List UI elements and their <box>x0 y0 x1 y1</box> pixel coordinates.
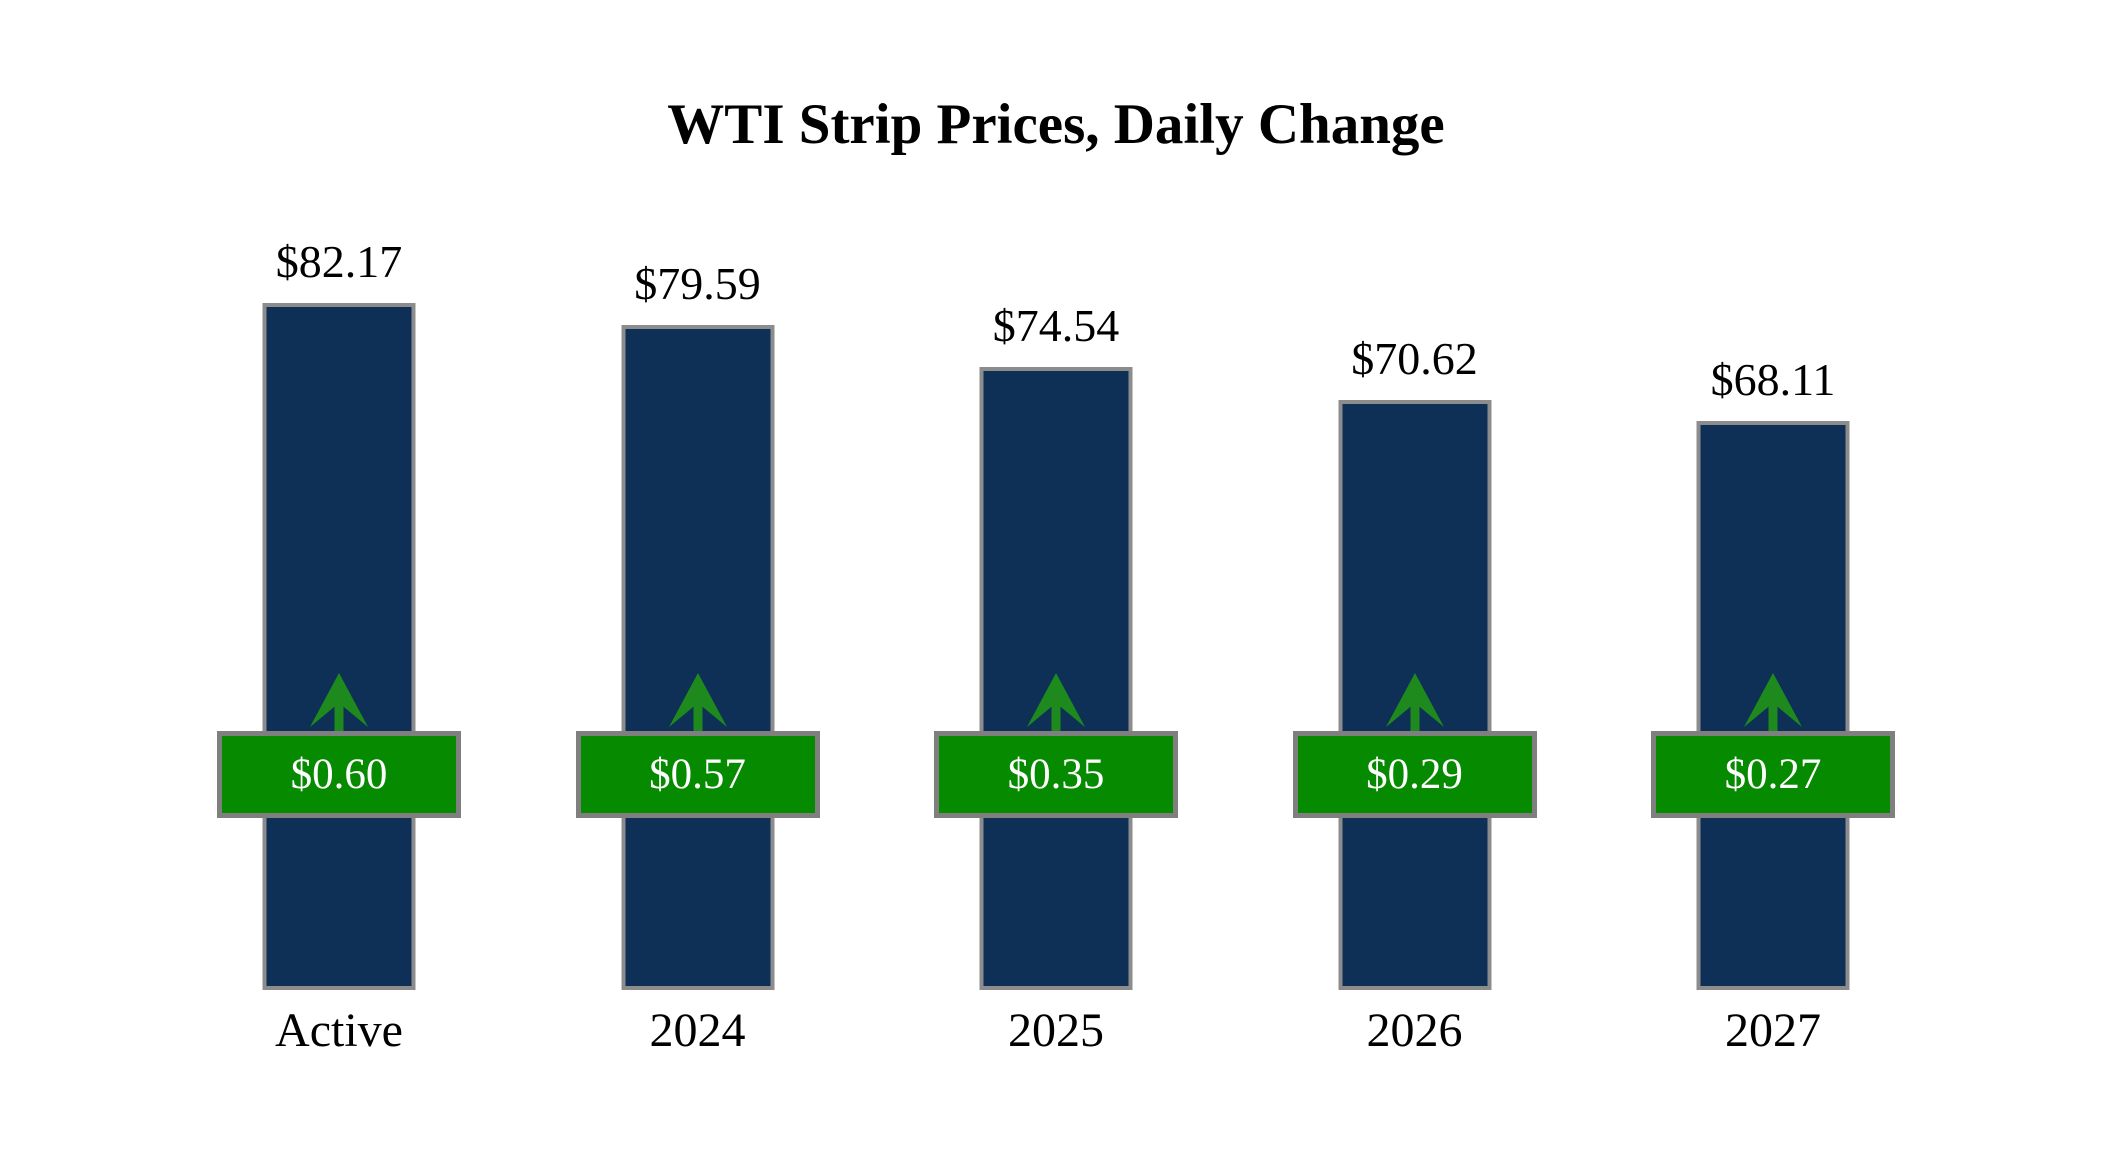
bar-value-label: $82.17 <box>275 236 403 287</box>
bar <box>262 303 416 990</box>
category-label: 2027 <box>1725 1004 1821 1057</box>
bar <box>979 366 1133 990</box>
daily-change-value: $0.60 <box>290 751 388 798</box>
daily-change-badge: $0.29 <box>1292 731 1537 818</box>
daily-change-badge: $0.27 <box>1651 731 1895 818</box>
daily-change-value: $0.27 <box>1724 751 1822 798</box>
daily-change-value: $0.29 <box>1366 751 1463 798</box>
category-label: 2024 <box>649 1004 746 1057</box>
bar <box>621 324 774 990</box>
category-label: Active <box>275 1004 403 1057</box>
daily-change-badge: $0.57 <box>575 731 820 818</box>
up-arrow-icon <box>310 673 368 731</box>
chart-title: WTI Strip Prices, Daily Change <box>667 93 1445 156</box>
up-arrow-icon <box>1744 673 1802 731</box>
daily-change-value: $0.57 <box>649 751 746 798</box>
daily-change-badge: $0.60 <box>217 731 461 818</box>
up-arrow-icon <box>1385 673 1444 731</box>
up-arrow-icon <box>668 673 727 731</box>
bar-value-label: $70.62 <box>1351 332 1478 384</box>
bar-value-label: $74.54 <box>992 299 1120 351</box>
bar-value-label: $79.59 <box>634 257 761 309</box>
category-label: 2025 <box>1008 1004 1104 1057</box>
up-arrow-icon <box>1027 673 1085 731</box>
category-label: 2026 <box>1366 1004 1463 1057</box>
bar-value-label: $68.11 <box>1710 353 1836 405</box>
daily-change-value: $0.35 <box>1007 751 1105 798</box>
daily-change-badge: $0.35 <box>934 731 1178 818</box>
